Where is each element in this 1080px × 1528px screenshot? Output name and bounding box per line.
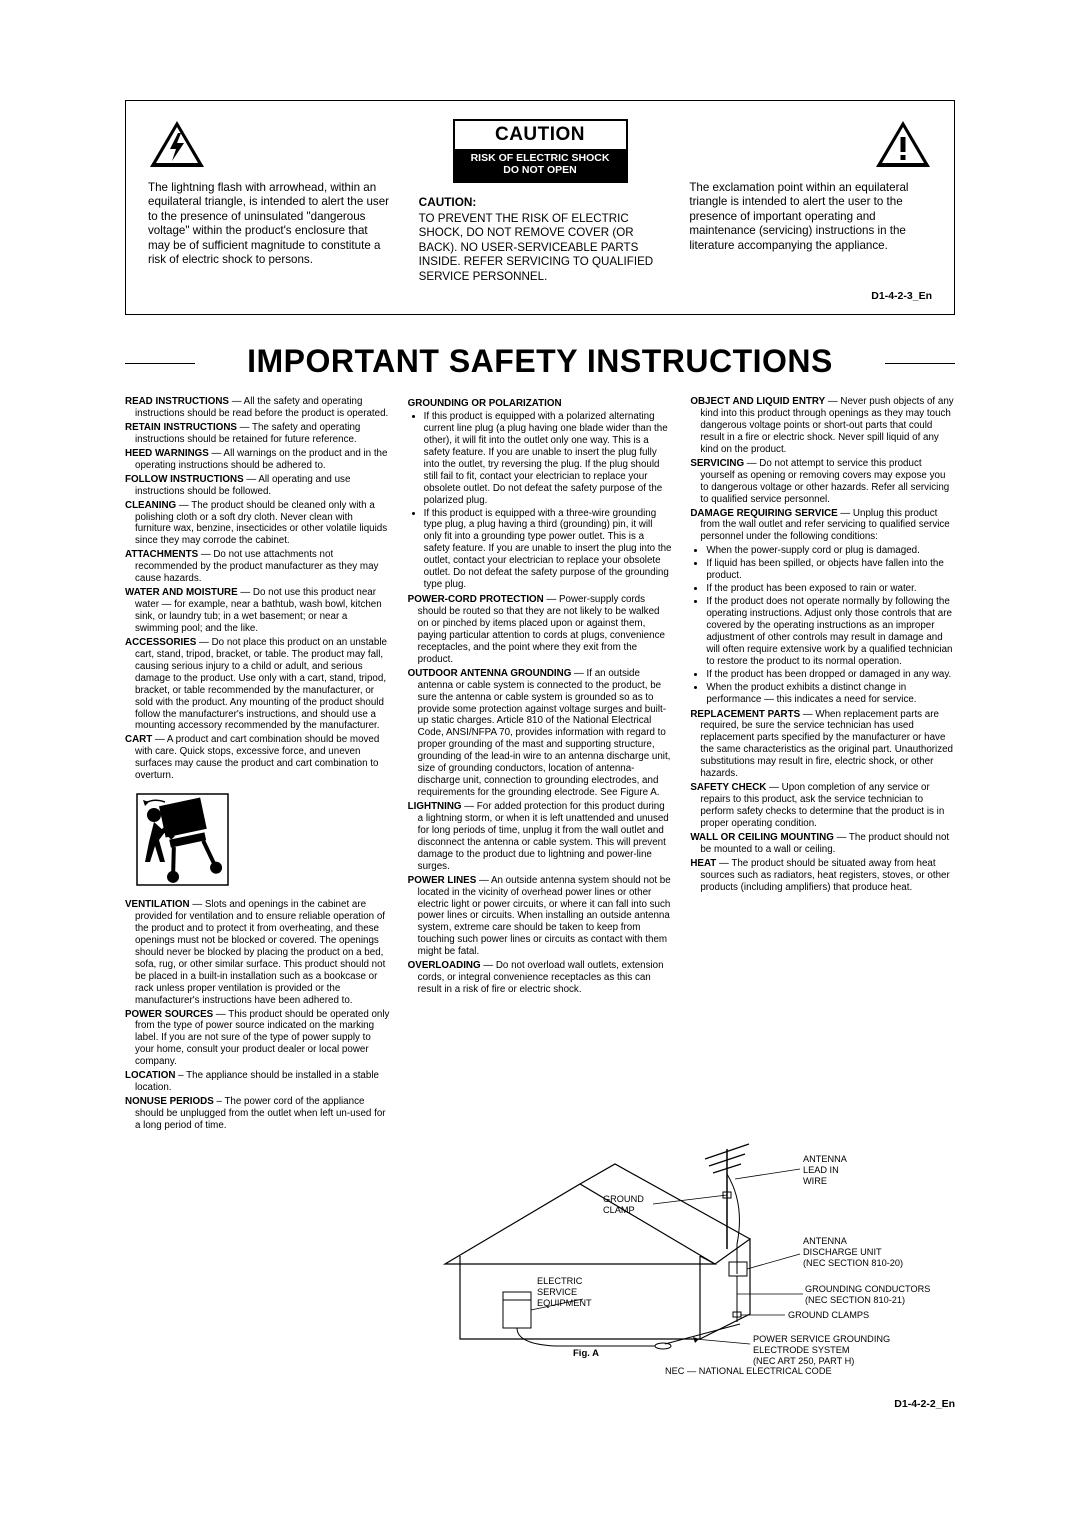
item-overloading: OVERLOADING — Do not overload wall outle… [408, 960, 673, 996]
banner-sub-line2: DO NOT OPEN [503, 164, 577, 176]
item-accessories: ACCESSORIES — Do not place this product … [125, 637, 390, 733]
item-location: LOCATION – The appliance should be insta… [125, 1070, 390, 1094]
label-discharge: ANTENNADISCHARGE UNIT(NEC SECTION 810-20… [803, 1236, 903, 1268]
exclamation-triangle-icon [874, 119, 932, 169]
damage-b2: If liquid has been spilled, or objects h… [706, 558, 955, 582]
lightning-triangle-icon [148, 119, 206, 169]
label-electric: ELECTRICSERVICEEQUIPMENT [537, 1276, 592, 1308]
damage-b4: If the product does not operate normally… [706, 596, 955, 668]
column-1: READ INSTRUCTIONS — All the safety and o… [125, 396, 390, 1134]
doc-number-bottom: D1-4-2-2_En [125, 1398, 955, 1410]
label-ground-clamps: GROUND CLAMPS [788, 1310, 869, 1320]
grounding-bullet-2: If this product is equipped with a three… [424, 508, 673, 592]
item-object: OBJECT AND LIQUID ENTRY — Never push obj… [690, 396, 955, 456]
caution-left-col: The lightning flash with arrowhead, with… [148, 119, 391, 268]
item-nonuse: NONUSE PERIODS – The power cord of the a… [125, 1096, 390, 1132]
column-2: GROUNDING OR POLARIZATION If this produc… [408, 396, 673, 1134]
item-ventilation: VENTILATION — Slots and openings in the … [125, 899, 390, 1006]
damage-b6: When the product exhibits a distinct cha… [706, 682, 955, 706]
caution-mid-text: TO PREVENT THE RISK OF ELECTRIC SHOCK, D… [419, 212, 662, 284]
caution-banner-sub: RISK OF ELECTRIC SHOCK DO NOT OPEN [455, 149, 626, 181]
item-cord: POWER-CORD PROTECTION — Power-supply cor… [408, 594, 673, 666]
grounding-bullet-1: If this product is equipped with a polar… [424, 411, 673, 507]
item-attachments: ATTACHMENTS — Do not use attachments not… [125, 549, 390, 585]
banner-sub-line1: RISK OF ELECTRIC SHOCK [471, 152, 610, 164]
item-heed: HEED WARNINGS — All warnings on the prod… [125, 448, 390, 472]
damage-b5: If the product has been dropped or damag… [706, 669, 955, 681]
item-retain: RETAIN INSTRUCTIONS — The safety and ope… [125, 422, 390, 446]
item-replacement: REPLACEMENT PARTS — When replacement par… [690, 709, 955, 781]
item-outdoor-antenna: OUTDOOR ANTENNA GROUNDING — If an outsid… [408, 668, 673, 799]
item-damage: DAMAGE REQUIRING SERVICE — Unplug this p… [690, 508, 955, 544]
caution-mid-heading: CAUTION: [419, 195, 477, 210]
doc-number-top: D1-4-2-3_En [148, 290, 932, 302]
item-servicing: SERVICING — Do not attempt to service th… [690, 458, 955, 506]
nec-note: NEC — NATIONAL ELECTRICAL CODE [665, 1366, 832, 1376]
grounding-heading: GROUNDING OR POLARIZATION [408, 398, 673, 410]
item-lightning: LIGHTNING — For added protection for thi… [408, 801, 673, 873]
damage-b3: If the product has been exposed to rain … [706, 583, 955, 595]
exclamation-caption: The exclamation point within an equilate… [689, 181, 932, 253]
label-electrode: POWER SERVICE GROUNDINGELECTRODE SYSTEM(… [753, 1334, 890, 1366]
item-power-sources: POWER SOURCES — This product should be o… [125, 1009, 390, 1069]
damage-bullets: When the power-supply cord or plug is da… [690, 545, 955, 705]
grounding-diagram: ANTENNALEAD INWIRE GROUNDCLAMP ANTENNADI… [405, 1144, 955, 1384]
item-water: WATER AND MOISTURE — Do not use this pro… [125, 587, 390, 635]
item-power-lines: POWER LINES — An outside antenna system … [408, 875, 673, 959]
item-cart: CART — A product and cart combination sh… [125, 734, 390, 782]
figure-a-label: Fig. A [573, 1348, 599, 1359]
caution-banner-title: CAUTION [455, 121, 626, 149]
item-heat: HEAT — The product should be situated aw… [690, 858, 955, 894]
page-title: IMPORTANT SAFETY INSTRUCTIONS [125, 343, 955, 380]
item-safety-check: SAFETY CHECK — Upon completion of any se… [690, 782, 955, 830]
label-antenna-lead: ANTENNALEAD INWIRE [803, 1154, 848, 1186]
label-ground-clamp: GROUNDCLAMP [603, 1194, 644, 1215]
damage-b1: When the power-supply cord or plug is da… [706, 545, 955, 557]
caution-row: The lightning flash with arrowhead, with… [148, 119, 932, 284]
column-3: OBJECT AND LIQUID ENTRY — Never push obj… [690, 396, 955, 1134]
item-follow: FOLLOW INSTRUCTIONS — All operating and … [125, 474, 390, 498]
lightning-caption: The lightning flash with arrowhead, with… [148, 181, 391, 268]
item-cleaning: CLEANING — The product should be cleaned… [125, 500, 390, 548]
item-wall-mount: WALL OR CEILING MOUNTING — The product s… [690, 832, 955, 856]
cart-tipping-icon [135, 792, 230, 887]
label-conductors: GROUNDING CONDUCTORS(NEC SECTION 810-21) [805, 1284, 930, 1305]
house-grounding-icon: ANTENNALEAD INWIRE GROUNDCLAMP ANTENNADI… [405, 1144, 945, 1379]
caution-box: The lightning flash with arrowhead, with… [125, 100, 955, 315]
caution-mid-col: CAUTION RISK OF ELECTRIC SHOCK DO NOT OP… [419, 119, 662, 284]
caution-banner: CAUTION RISK OF ELECTRIC SHOCK DO NOT OP… [453, 119, 628, 183]
item-read: READ INSTRUCTIONS — All the safety and o… [125, 396, 390, 420]
grounding-bullets: If this product is equipped with a polar… [408, 411, 673, 591]
caution-right-col: The exclamation point within an equilate… [689, 119, 932, 253]
instructions-columns: READ INSTRUCTIONS — All the safety and o… [125, 396, 955, 1134]
